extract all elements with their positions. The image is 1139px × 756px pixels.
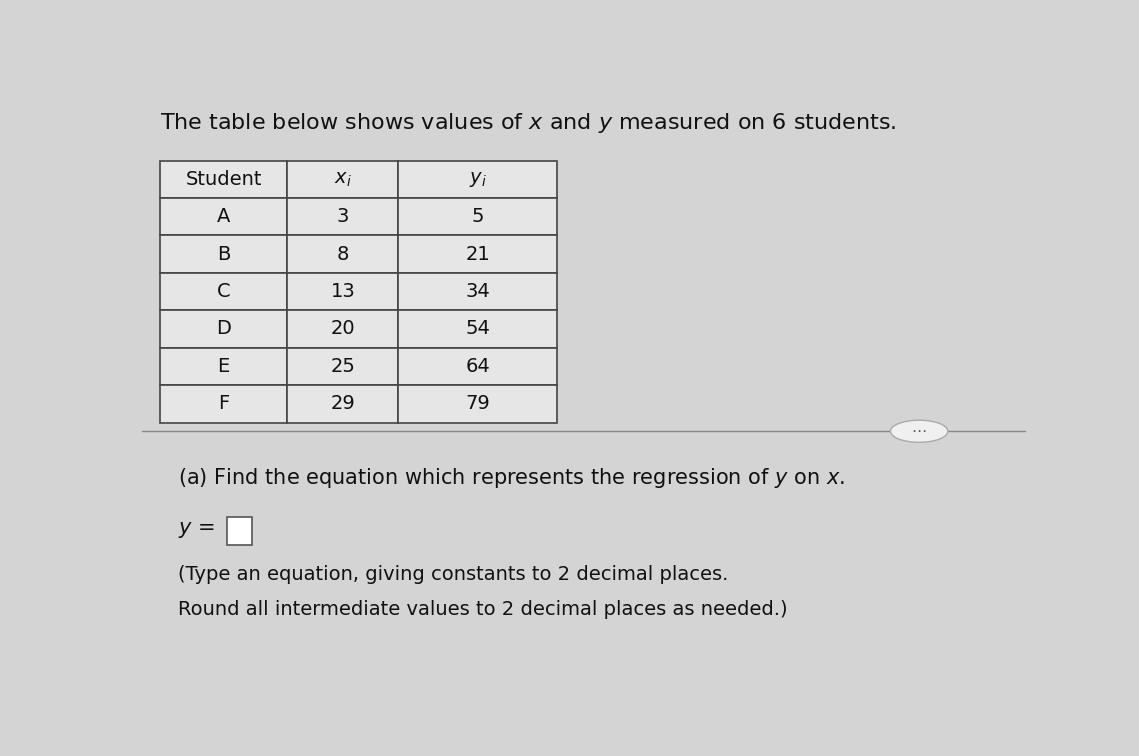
Text: 5: 5	[472, 207, 484, 226]
Text: $x_i$: $x_i$	[334, 170, 352, 189]
Text: 21: 21	[466, 245, 490, 264]
Text: 54: 54	[466, 320, 490, 339]
Text: (a) Find the equation which represents the regression of $y$ on $x$.: (a) Find the equation which represents t…	[178, 466, 844, 490]
Text: 64: 64	[466, 357, 490, 376]
Text: 3: 3	[336, 207, 349, 226]
Bar	[159, 310, 287, 348]
Ellipse shape	[891, 420, 948, 442]
Bar	[399, 235, 557, 273]
Bar	[159, 385, 287, 423]
Bar	[399, 273, 557, 310]
Text: 29: 29	[330, 395, 355, 414]
Text: 25: 25	[330, 357, 355, 376]
Bar	[287, 385, 399, 423]
Bar	[159, 160, 287, 198]
Text: ⋯: ⋯	[911, 424, 927, 438]
Bar	[227, 517, 252, 545]
Text: C: C	[216, 282, 230, 301]
Text: F: F	[218, 395, 229, 414]
Bar	[287, 348, 399, 385]
Bar	[399, 310, 557, 348]
Text: 8: 8	[336, 245, 349, 264]
Text: 20: 20	[330, 320, 355, 339]
Bar	[159, 273, 287, 310]
Text: Student: Student	[186, 170, 262, 189]
Bar	[159, 235, 287, 273]
Bar	[287, 235, 399, 273]
Text: B: B	[216, 245, 230, 264]
Bar	[287, 198, 399, 235]
Bar	[287, 160, 399, 198]
Text: $y_i$: $y_i$	[469, 170, 486, 189]
Text: $y$ =: $y$ =	[178, 520, 214, 541]
Text: The table below shows values of $x$ and $y$ measured on 6 students.: The table below shows values of $x$ and …	[159, 111, 896, 135]
Text: A: A	[216, 207, 230, 226]
Text: (Type an equation, giving constants to 2 decimal places.: (Type an equation, giving constants to 2…	[178, 565, 728, 584]
Bar	[287, 310, 399, 348]
Bar	[399, 198, 557, 235]
Text: D: D	[216, 320, 231, 339]
Text: 79: 79	[466, 395, 490, 414]
Bar	[399, 160, 557, 198]
Bar	[399, 385, 557, 423]
Bar	[287, 273, 399, 310]
Bar	[399, 348, 557, 385]
Bar	[159, 198, 287, 235]
Text: 13: 13	[330, 282, 355, 301]
Text: E: E	[218, 357, 230, 376]
Bar	[159, 348, 287, 385]
Text: 34: 34	[466, 282, 490, 301]
Text: Round all intermediate values to 2 decimal places as needed.): Round all intermediate values to 2 decim…	[178, 600, 787, 619]
